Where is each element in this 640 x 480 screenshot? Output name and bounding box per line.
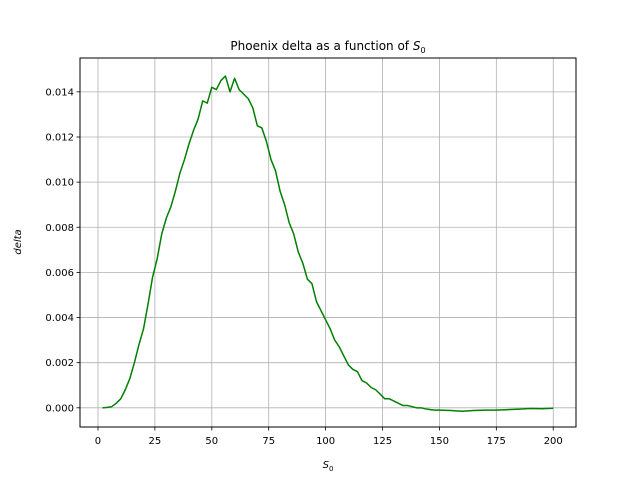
y-tick-label: 0.000 bbox=[45, 403, 74, 414]
grid-lines bbox=[80, 58, 576, 427]
x-tick-label: 150 bbox=[430, 436, 449, 447]
chart-title: Phoenix delta as a function of S0 bbox=[230, 39, 425, 55]
x-tick-label: 200 bbox=[544, 436, 563, 447]
x-tick-label: 75 bbox=[262, 436, 275, 447]
series-group bbox=[102, 75, 554, 412]
x-tick-label: 175 bbox=[487, 436, 506, 447]
y-tick-label: 0.002 bbox=[45, 358, 74, 369]
y-tick-label: 0.004 bbox=[45, 313, 74, 324]
y-axis-label: delta bbox=[13, 229, 24, 254]
x-tick-label: 25 bbox=[149, 436, 162, 447]
y-tick-label: 0.012 bbox=[45, 132, 74, 143]
y-tick-label: 0.008 bbox=[45, 223, 74, 234]
y-tick-label: 0.006 bbox=[45, 268, 74, 279]
x-tick-label: 50 bbox=[205, 436, 218, 447]
x-axis-ticks: 0 25 50 75 100 125 150 175 200 bbox=[95, 427, 563, 447]
plot-frame bbox=[79, 57, 577, 428]
y-axis-ticks: 0.000 0.002 0.004 0.006 0.008 0.010 0.012 0.014 bbox=[45, 87, 80, 414]
y-tick-label: 0.014 bbox=[45, 87, 74, 98]
x-tick-label: 125 bbox=[373, 436, 392, 447]
series-line bbox=[102, 75, 554, 412]
x-tick-label: 0 bbox=[95, 436, 101, 447]
y-tick-label: 0.010 bbox=[45, 178, 74, 189]
x-tick-label: 100 bbox=[316, 436, 335, 447]
x-axis-label: S0 bbox=[323, 460, 334, 473]
